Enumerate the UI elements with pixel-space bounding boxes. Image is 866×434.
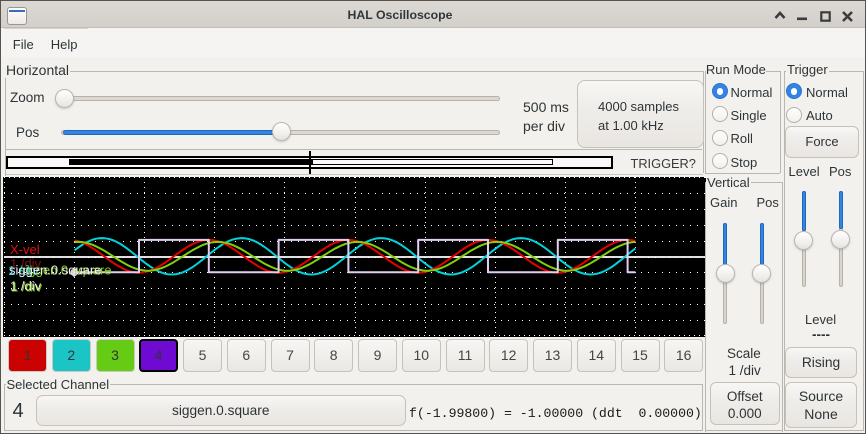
svg-text:siggen.0.square: siggen.0.square bbox=[19, 262, 112, 277]
svg-text:1 /div: 1 /div bbox=[11, 279, 43, 294]
svg-text:1 /div: 1 /div bbox=[10, 256, 42, 271]
svg-text:1 /div: 1 /div bbox=[10, 278, 42, 293]
svg-text:X-vel: X-vel bbox=[10, 242, 40, 257]
svg-text:1 /div: 1 /div bbox=[8, 263, 40, 278]
svg-text:siggen.0.square: siggen.0.square bbox=[9, 262, 102, 277]
